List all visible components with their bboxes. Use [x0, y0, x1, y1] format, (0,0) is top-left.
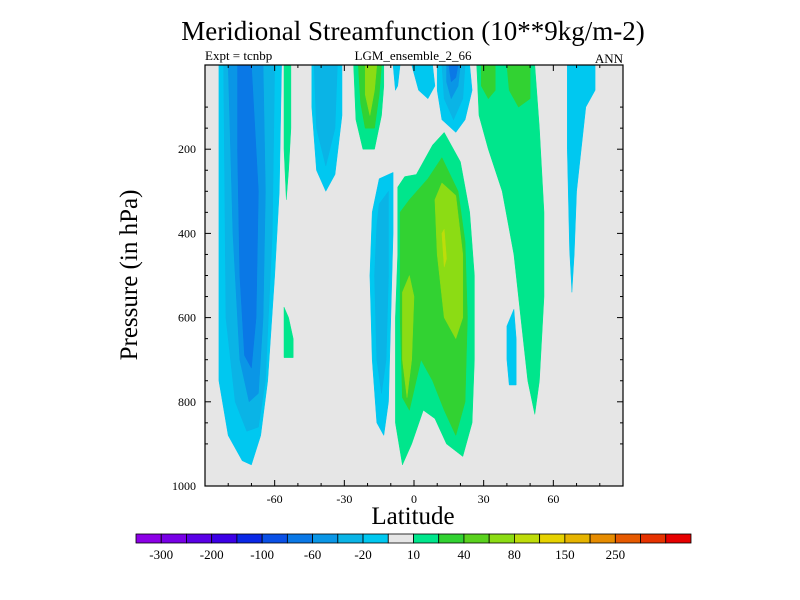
contour-region-tropical-lower-positive-inner-2	[434, 182, 464, 339]
colorbar-swatch	[539, 533, 566, 544]
colorbar: -300 -200 -100 -60 -20 10 40 80 150 250	[135, 533, 692, 562]
colorbar-label: 40	[457, 547, 470, 562]
colorbar-swatch	[337, 533, 364, 544]
left-subtitle: Expt = tcnbp	[205, 48, 272, 63]
y-tick-label: 200	[178, 142, 196, 156]
colorbar-swatch	[387, 533, 414, 544]
colorbar-swatch	[261, 533, 288, 544]
colorbar-swatch	[614, 533, 641, 544]
y-axis-label: Pressure (in hPa)	[116, 190, 143, 361]
contour-region-tropical-lower-positive-core	[441, 228, 447, 268]
colorbar-swatch	[236, 533, 263, 544]
contour-region-tropical-lower-positive-inner	[402, 275, 415, 398]
center-subtitle: LGM_ensemble_2_66	[355, 48, 472, 63]
colorbar-label: -60	[304, 547, 321, 562]
colorbar-swatch	[564, 533, 591, 544]
colorbar-swatch	[312, 533, 339, 544]
colorbar-swatch	[135, 533, 162, 544]
axis-ticks: -60 -30 0 30 60 200 400 600 800 1000	[172, 65, 623, 506]
chart-title: Meridional Streamfunction (10**9kg/m-2)	[181, 16, 644, 46]
colorbar-swatch	[413, 533, 440, 544]
x-tick-label: -30	[336, 492, 352, 506]
contour-region-south-hemisphere-cell-core	[237, 64, 259, 369]
colorbar-label: -20	[354, 547, 371, 562]
colorbar-label: 150	[555, 547, 575, 562]
x-tick-label: -60	[267, 492, 283, 506]
colorbar-swatch	[589, 533, 616, 544]
colorbar-swatch	[186, 533, 213, 544]
colorbar-swatch	[286, 533, 313, 544]
colorbar-swatch	[514, 533, 541, 544]
x-tick-label: 60	[547, 492, 559, 506]
colorbar-label: -200	[200, 547, 224, 562]
contour-region-tropical-lower-negative-inner	[374, 191, 389, 394]
colorbar-swatch	[438, 533, 465, 544]
right-subtitle: ANN	[595, 51, 624, 66]
colorbar-swatch	[160, 533, 187, 544]
colorbar-label: -300	[149, 547, 173, 562]
contour-region-north-mid-lat-positive	[476, 64, 545, 415]
y-tick-label: 400	[178, 226, 196, 240]
y-tick-label: 800	[178, 395, 196, 409]
colorbar-label: 10	[407, 547, 420, 562]
contour-region-north-polar-negative	[567, 64, 596, 293]
y-tick-label: 1000	[172, 479, 196, 493]
colorbar-label: -100	[250, 547, 274, 562]
colorbar-label: 80	[508, 547, 521, 562]
colorbar-swatch	[488, 533, 515, 544]
colorbar-swatch	[665, 533, 692, 544]
x-axis-label: Latitude	[371, 503, 454, 530]
colorbar-swatch	[640, 533, 667, 544]
colorbar-swatch	[211, 533, 238, 544]
colorbar-label: 250	[606, 547, 626, 562]
x-tick-label: 30	[478, 492, 490, 506]
contour-regions	[218, 64, 596, 466]
colorbar-swatch	[463, 533, 490, 544]
contour-region-north-mid-lat-negative-strip	[506, 308, 517, 386]
y-tick-label: 600	[178, 311, 196, 325]
contour-region-south-small-positive-blob	[283, 306, 294, 358]
colorbar-swatch	[362, 533, 389, 544]
x-tick-label: 0	[411, 492, 417, 506]
